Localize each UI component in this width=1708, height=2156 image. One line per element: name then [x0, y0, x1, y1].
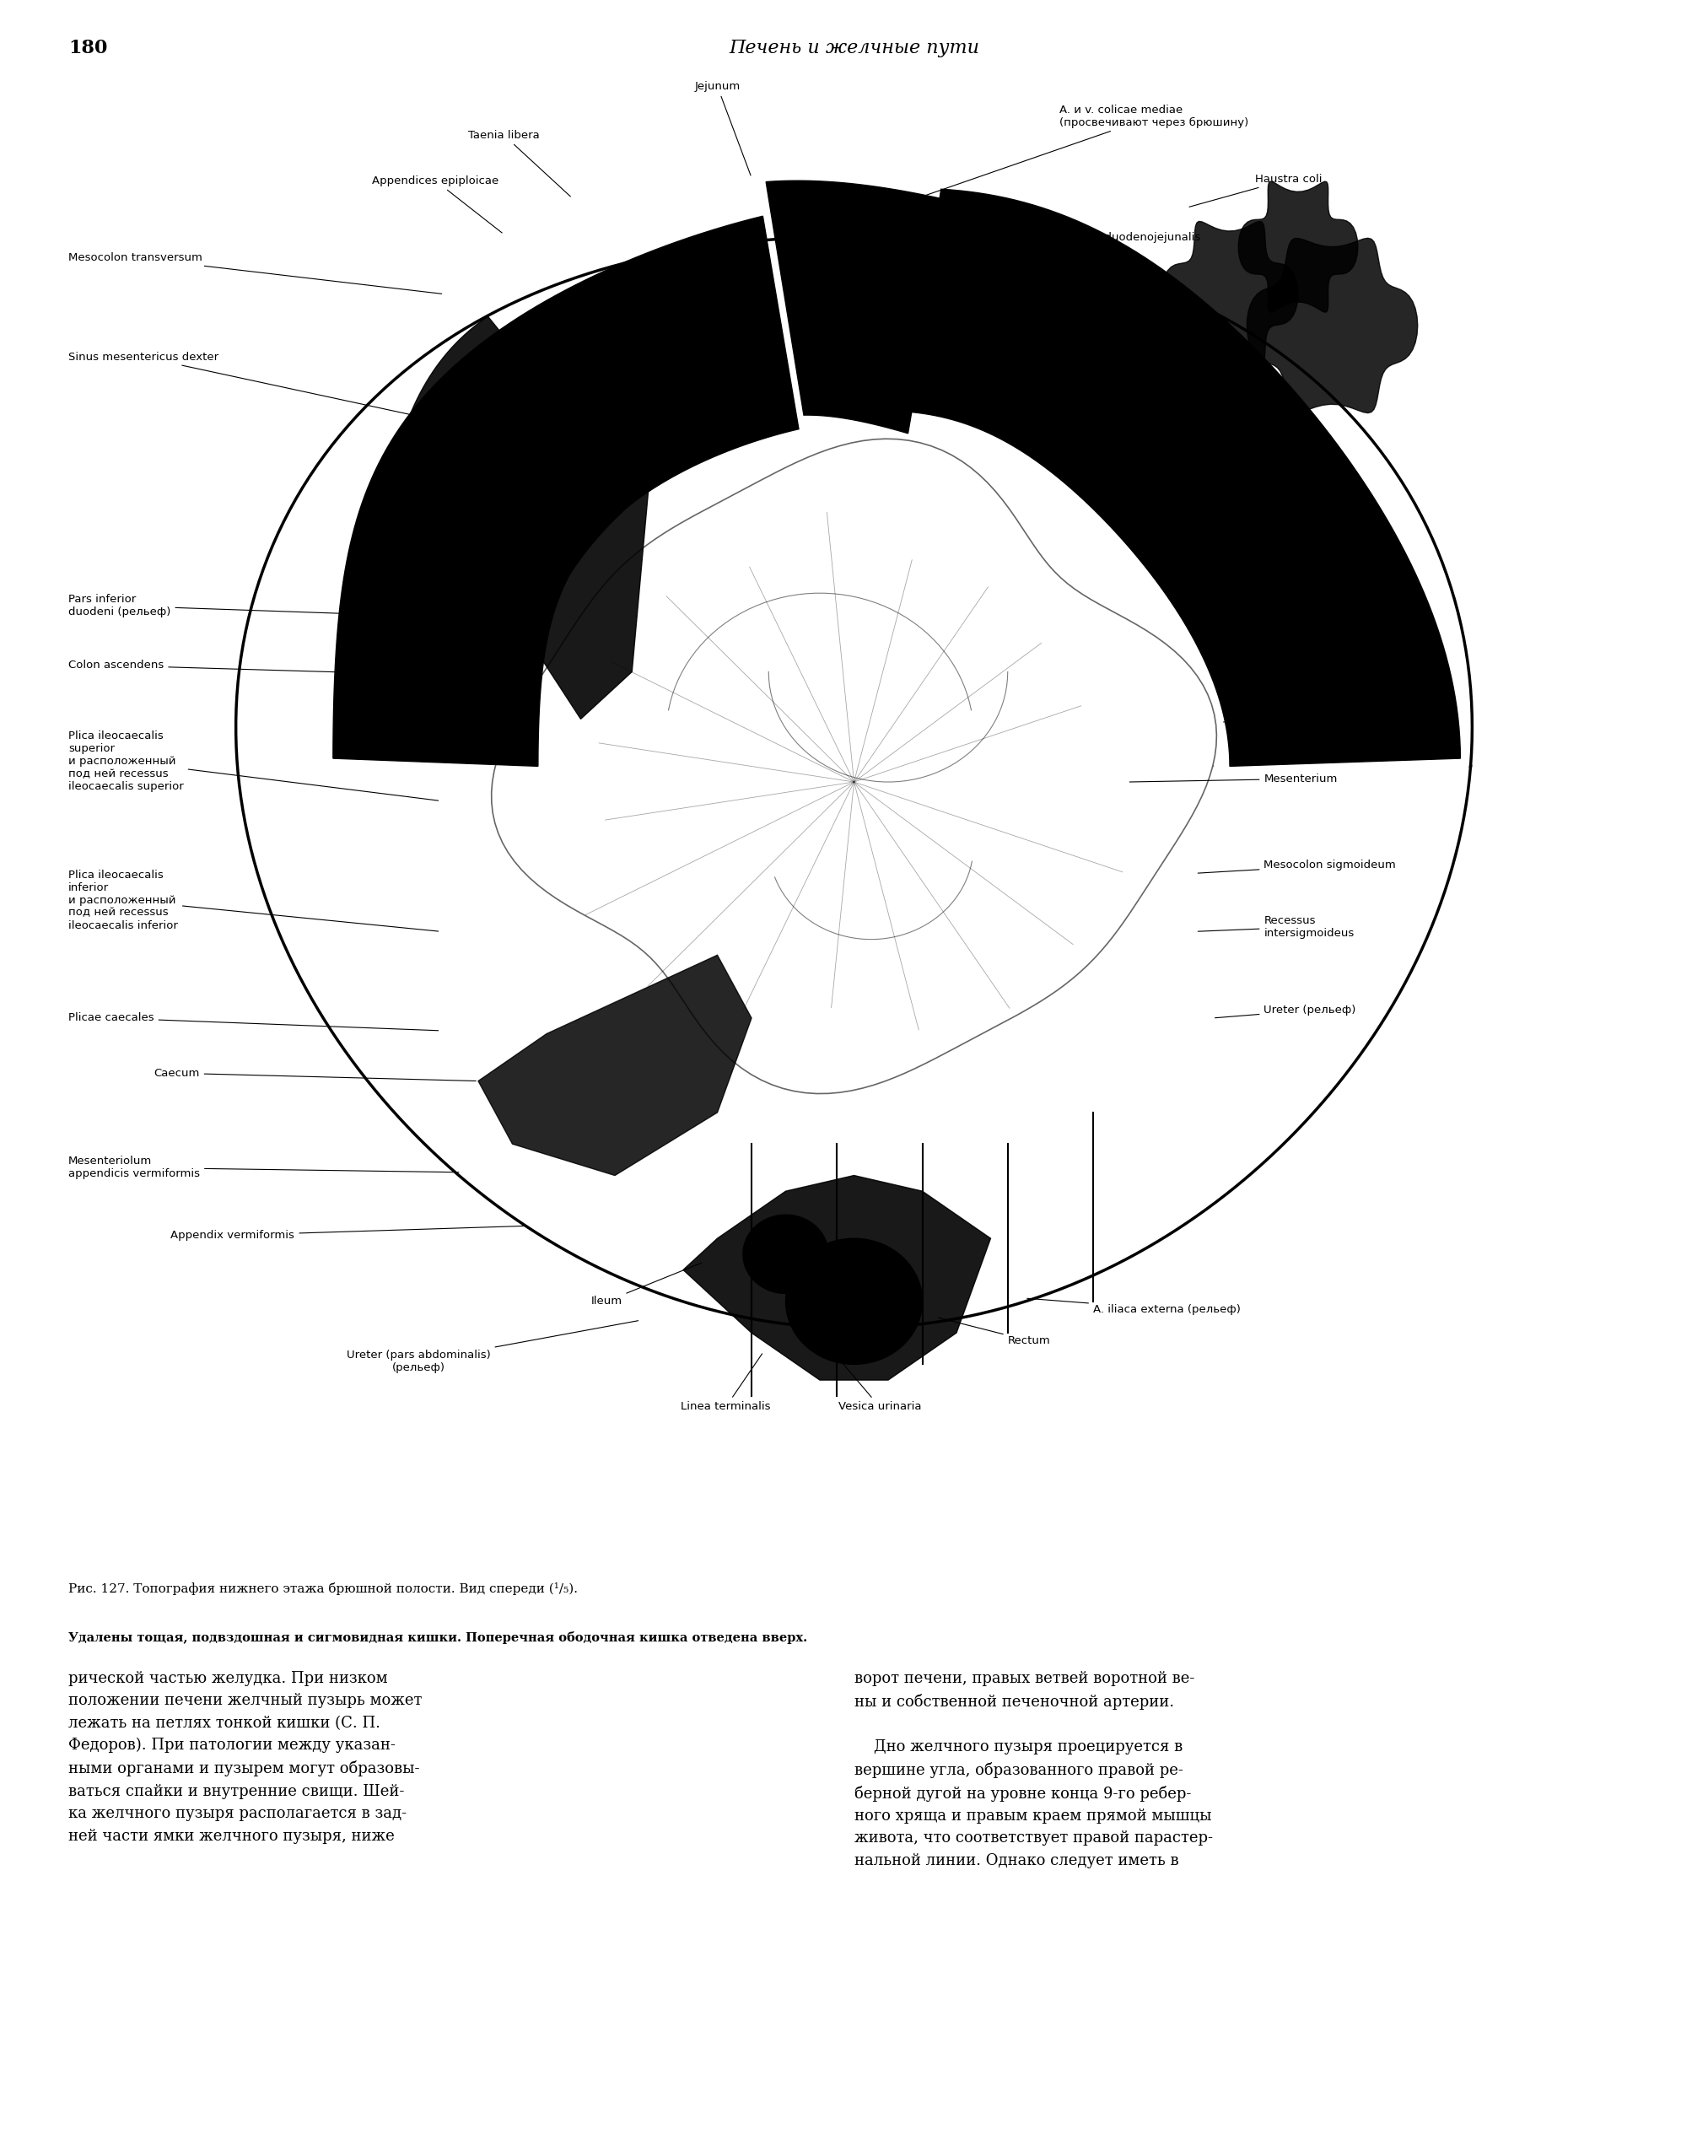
- Text: Recessus duodenalis
superior: Recessus duodenalis superior: [1214, 517, 1380, 548]
- Text: Sinus mesentericus dexter: Sinus mesentericus dexter: [68, 351, 434, 420]
- Text: A. и v. colicae mediae
(просвечивают через брюшину): A. и v. colicae mediae (просвечивают чер…: [924, 103, 1249, 196]
- Text: ворот печени, правых ветвей воротной ве-
ны и собственной печеночной артерии.

 : ворот печени, правых ветвей воротной ве-…: [854, 1671, 1213, 1869]
- Text: Vesica urinaria: Vesica urinaria: [839, 1358, 921, 1412]
- Polygon shape: [743, 1214, 828, 1294]
- Text: Rectum: Rectum: [938, 1317, 1050, 1345]
- Text: Ileum: Ileum: [591, 1263, 702, 1307]
- Polygon shape: [907, 190, 1460, 765]
- Text: Ureter (рельеф): Ureter (рельеф): [1214, 1005, 1356, 1018]
- Polygon shape: [1161, 222, 1298, 367]
- Text: Удалены тощая, подвздошная и сигмовидная кишки. Поперечная ободочная кишка отвед: Удалены тощая, подвздошная и сигмовидная…: [68, 1632, 808, 1645]
- Text: Caecum: Caecum: [154, 1067, 477, 1080]
- Text: Colon descendens: Colon descendens: [1223, 645, 1366, 662]
- Text: Ureter (pars abdominalis)
(рельеф): Ureter (pars abdominalis) (рельеф): [347, 1322, 639, 1373]
- Text: Appendix vermiformis: Appendix vermiformis: [171, 1227, 528, 1240]
- Text: Linea terminalis: Linea terminalis: [681, 1354, 770, 1412]
- Text: Appendices epiploicae: Appendices epiploicae: [372, 175, 502, 233]
- Text: Haustra coli: Haustra coli: [1189, 175, 1322, 207]
- Polygon shape: [786, 1238, 922, 1365]
- Text: Plica ileocaecalis
superior
и расположенный
под ней recessus
ileocaecalis superi: Plica ileocaecalis superior и расположен…: [68, 731, 439, 800]
- Polygon shape: [683, 1175, 991, 1380]
- Text: Colon ascendens: Colon ascendens: [68, 660, 434, 675]
- Text: A. iliaca externa (рельеф): A. iliaca externa (рельеф): [1027, 1298, 1240, 1315]
- Text: Mesocolon sigmoideum: Mesocolon sigmoideum: [1197, 860, 1395, 873]
- Text: Recessus
intersigmoideus: Recessus intersigmoideus: [1197, 914, 1354, 938]
- Polygon shape: [377, 317, 637, 679]
- Text: 180: 180: [68, 39, 108, 58]
- Text: Taenia libera: Taenia libera: [468, 129, 570, 196]
- Polygon shape: [529, 451, 649, 718]
- Text: Recessus duedenalis
inferior: Recessus duedenalis inferior: [1214, 578, 1382, 602]
- Polygon shape: [1238, 181, 1358, 313]
- Text: Jejunum: Jejunum: [695, 80, 752, 175]
- Text: Печень и желчные пути: Печень и желчные пути: [729, 39, 979, 58]
- Polygon shape: [333, 216, 799, 765]
- Text: Mesenteriolum
appendicis vermiformis: Mesenteriolum appendicis vermiformis: [68, 1156, 459, 1179]
- Polygon shape: [1247, 237, 1418, 414]
- Polygon shape: [765, 181, 948, 433]
- Text: Pars inferior
duodeni (рельеф): Pars inferior duodeni (рельеф): [68, 593, 434, 617]
- Text: Mesocolon transversum: Mesocolon transversum: [68, 252, 442, 293]
- Text: Flexura duodenojejunalis: Flexura duodenojejunalis: [1059, 233, 1201, 261]
- Polygon shape: [478, 955, 752, 1175]
- Text: Рис. 127. Топография нижнего этажа брюшной полости. Вид спереди (¹/₅).: Рис. 127. Топография нижнего этажа брюшн…: [68, 1583, 577, 1595]
- Text: рической частью желудка. При низком
положении печени желчный пузырь может
лежать: рической частью желудка. При низком поло…: [68, 1671, 422, 1843]
- Text: Plicae caecales: Plicae caecales: [68, 1013, 439, 1031]
- Text: Mesenterium: Mesenterium: [1129, 774, 1337, 785]
- Text: Plica ileocaecalis
inferior
и расположенный
под ней recessus
ileocaecalis inferi: Plica ileocaecalis inferior и расположен…: [68, 869, 439, 931]
- Text: Sinus mesentericus
sinister: Sinus mesentericus sinister: [1223, 705, 1373, 729]
